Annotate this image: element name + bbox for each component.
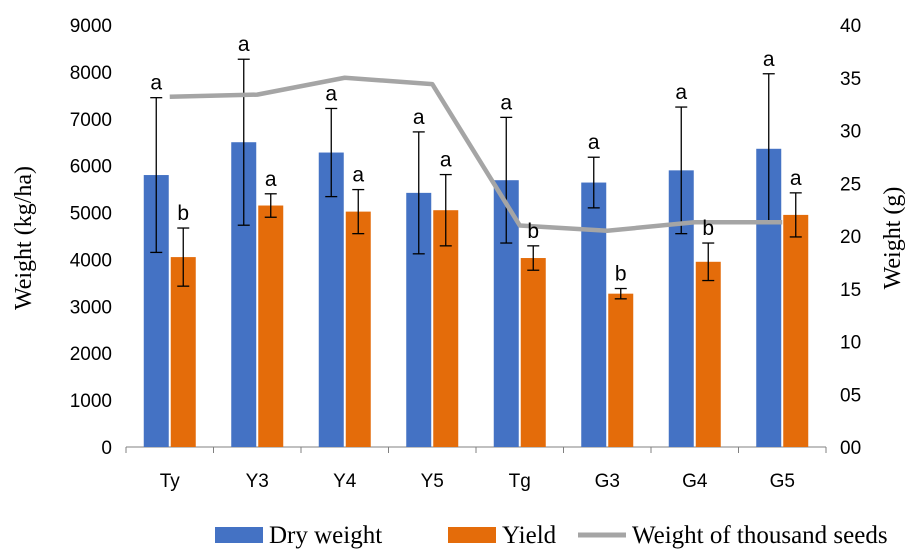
y-tick-label: 4000	[70, 250, 112, 271]
bar-yield	[170, 257, 196, 447]
y2-tick-label: 00	[840, 438, 861, 459]
x-tick-label: G3	[595, 471, 620, 492]
y-tick-label: 5000	[70, 204, 112, 225]
y2-tick-label: 05	[840, 385, 861, 406]
y-axis-title: Weight (kg/ha)	[11, 166, 37, 310]
significance-label: a	[352, 164, 364, 187]
x-tick-label: Y5	[421, 471, 444, 492]
legend-label-dry-weight: Dry weight	[269, 522, 382, 549]
significance-label: a	[150, 72, 162, 95]
axes: 0 1000 2000 3000 4000 5000 6000 7000 8000 9000 00 0…	[70, 16, 861, 492]
bar-yield	[783, 214, 809, 447]
significance-label: a	[588, 131, 600, 154]
line-weight-of-thousand-seeds	[169, 75, 783, 233]
legend-label-seed-weight: Weight of thousand seeds	[632, 522, 888, 549]
bar-yield	[345, 211, 371, 447]
error-bars	[150, 58, 802, 300]
significance-label: a	[675, 81, 687, 104]
bars	[143, 142, 809, 448]
x-tick-label: G4	[682, 471, 708, 492]
bar-yield	[258, 205, 284, 447]
significance-label: b	[702, 217, 714, 240]
significance-label: a	[413, 106, 425, 129]
x-tick-label: Y3	[246, 471, 269, 492]
significance-label: b	[615, 263, 627, 286]
significance-label: a	[265, 168, 277, 191]
y2-axis-title: Weight (g)	[880, 187, 906, 290]
y-tick-label: 8000	[70, 63, 112, 84]
y2-tick-label: 40	[840, 16, 861, 37]
significance-label: b	[527, 220, 539, 243]
bar-yield	[520, 258, 546, 447]
x-tick-label: Ty	[160, 471, 181, 492]
y-tick-label: 0	[101, 438, 112, 459]
legend-label-yield: Yield	[502, 522, 557, 549]
y2-tick-label: 35	[840, 69, 861, 90]
y-tick-label: 1000	[70, 391, 112, 412]
y-tick-label: 2000	[70, 344, 112, 365]
y-tick-label: 7000	[70, 110, 112, 131]
y2-tick-label: 25	[840, 174, 861, 195]
bar-yield	[433, 210, 459, 447]
significance-label: a	[238, 33, 250, 56]
bar-yield	[608, 293, 634, 447]
bar-dry-weight	[581, 182, 607, 447]
y2-tick-label: 10	[840, 333, 861, 354]
significance-label: a	[500, 91, 512, 114]
significance-label: a	[790, 167, 802, 190]
x-tick-label: Y4	[333, 471, 357, 492]
significance-label: a	[325, 82, 337, 105]
x-tick-label: Tg	[509, 471, 531, 492]
legend-swatch-yield	[448, 527, 496, 543]
seed-weight-line-layer	[169, 75, 783, 233]
significance-label: a	[763, 48, 775, 71]
bar-yield	[695, 261, 721, 447]
bar-dry-weight	[318, 152, 344, 447]
y2-tick-label: 30	[840, 122, 861, 143]
y-tick-label: 9000	[70, 16, 112, 37]
y2-tick-label: 15	[840, 280, 861, 301]
legend-swatch-dry-weight	[215, 527, 263, 543]
significance-label: b	[177, 202, 189, 225]
y-tick-label: 6000	[70, 157, 112, 178]
y-tick-label: 3000	[70, 297, 112, 318]
significance-label: a	[440, 149, 452, 172]
x-tick-label: G5	[770, 471, 795, 492]
legend: Dry weight Yield Weight of thousand seed…	[215, 522, 888, 549]
y2-tick-label: 20	[840, 227, 861, 248]
